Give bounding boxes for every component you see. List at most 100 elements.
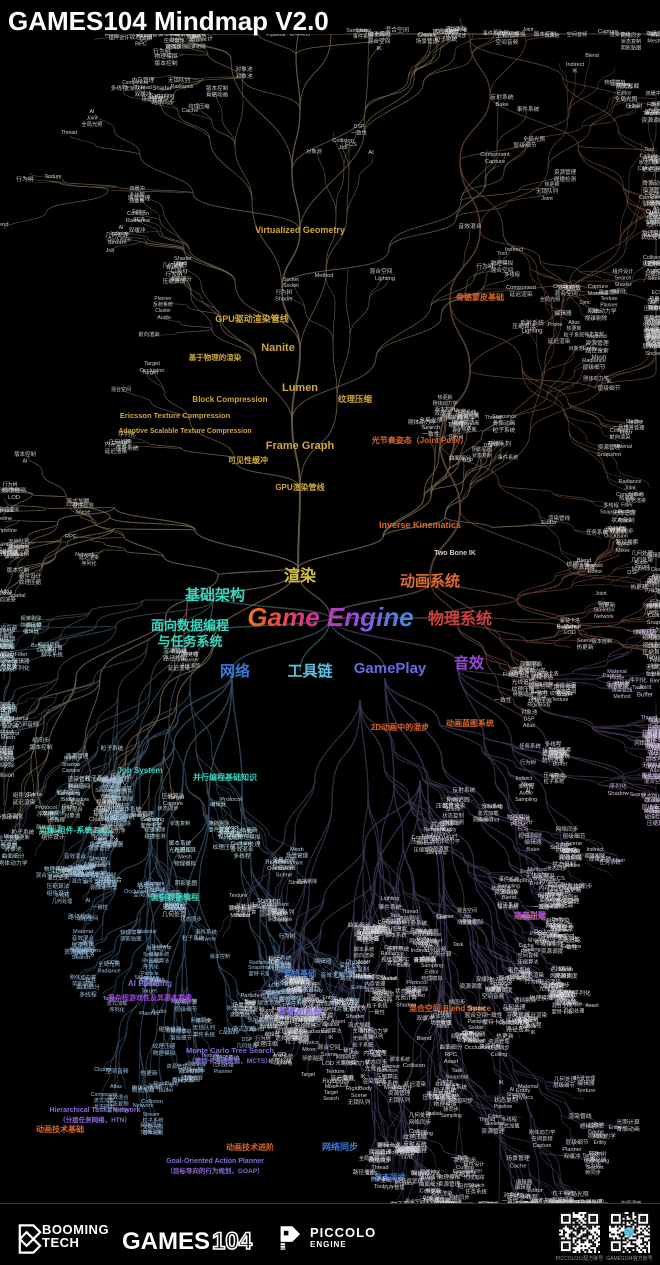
svg-text:Component: Component [639, 195, 660, 201]
svg-text:Inverse Kinematics: Inverse Kinematics [379, 520, 461, 530]
svg-text:场景管理Cache: 场景管理 Cache [506, 1154, 530, 1169]
svg-text:Entity: Entity [609, 1125, 622, 1131]
svg-text:遮挡剔除: 遮挡剔除 [580, 1122, 603, 1130]
svg-text:层级细节: 层级细节 [513, 141, 536, 149]
svg-text:Filter编辑器序列化: Filter 编辑器序列化 [12, 652, 30, 672]
svg-text:版本控制: 版本控制 [7, 566, 30, 574]
svg-text:Thread: Thread [402, 909, 418, 915]
svg-text:场景管理: 场景管理 [575, 1075, 595, 1082]
svg-text:帧同步: 帧同步 [486, 986, 502, 994]
svg-text:Pipeline: Pipeline [494, 1104, 513, 1110]
svg-text:Stream: Stream [289, 880, 308, 886]
svg-text:编辑器Bake: 编辑器 Bake [524, 838, 542, 853]
svg-text:骨骼动画: 骨骼动画 [642, 155, 660, 163]
svg-text:物理模拟: 物理模拟 [44, 865, 67, 873]
svg-text:（目标导向的行为规划，GOAP）: （目标导向的行为规划，GOAP） [166, 1166, 263, 1175]
svg-text:全局光照: 全局光照 [523, 135, 546, 143]
svg-text:一致性: 一致性 [494, 696, 512, 704]
svg-text:遮挡剔除: 遮挡剔除 [514, 996, 537, 1004]
svg-text:Pipeline: Pipeline [0, 516, 12, 522]
svg-text:Radiance: Radiance [557, 624, 583, 630]
svg-text:延迟渲染: 延迟渲染 [168, 664, 191, 672]
svg-text:SyncMixer: Sync Mixer [616, 541, 630, 554]
svg-text:无锁队列: 无锁队列 [487, 440, 511, 448]
svg-text:版本控制: 版本控制 [642, 773, 660, 780]
svg-text:流式加载: 流式加载 [348, 1021, 371, 1029]
svg-text:CollisionRadiance: Collision Radiance [126, 211, 151, 224]
svg-text:Blend: Blend [0, 222, 9, 228]
svg-text:帧同步: 帧同步 [302, 996, 319, 1004]
svg-text:Blend: Blend [650, 805, 660, 811]
svg-text:状态同步: 状态同步 [610, 527, 634, 535]
svg-text:反射系统: 反射系统 [646, 670, 660, 677]
svg-text:资源管理Snapshot: 资源管理 Snapshot [597, 443, 621, 458]
svg-text:碰撞检测: 碰撞检测 [562, 882, 585, 890]
svg-text:渲染管线: 渲染管线 [362, 1077, 386, 1085]
svg-text:动画技术进阶: 动画技术进阶 [226, 1142, 274, 1152]
svg-text:纹理压缩: 纹理压缩 [338, 394, 373, 404]
svg-text:Hierarchical Tasks Network: Hierarchical Tasks Network [50, 1107, 141, 1114]
svg-text:AI Planning: AI Planning [128, 979, 172, 988]
svg-text:Capture: Capture [453, 1169, 474, 1175]
svg-text:Particle: Particle [602, 673, 621, 679]
svg-text:压缩算法: 压缩算法 [423, 1093, 446, 1101]
svg-text:Asset: Asset [585, 1003, 599, 1009]
svg-text:Collision: Collision [141, 1099, 163, 1105]
svg-text:Mesh: Mesh [651, 33, 660, 39]
svg-text:无锁队列Joint: 无锁队列 Joint [536, 187, 559, 202]
svg-text:视锥剔除: 视锥剔除 [518, 832, 542, 840]
svg-text:资源调度: 资源调度 [281, 987, 303, 995]
svg-text:Filter: Filter [647, 102, 659, 108]
svg-text:Joint: Joint [595, 591, 607, 597]
svg-text:层级细节Particle: 层级细节 Particle [518, 1017, 538, 1030]
svg-text:Audio: Audio [151, 1009, 167, 1015]
svg-text:DSP: DSP [269, 957, 281, 963]
svg-text:面向数据编程: 面向数据编程 [151, 892, 199, 902]
svg-text:光节奏姿态（Joint Pose）: 光节奏姿态（Joint Pose） [371, 435, 468, 445]
svg-text:Block Compression: Block Compression [192, 395, 267, 404]
svg-text:粒子系统: 粒子系统 [101, 744, 124, 752]
svg-text:TargetOcclusion: Target Occlusion [140, 361, 165, 374]
svg-text:复杂程游戏性及其基本要素: 复杂程游戏性及其基本要素 [107, 993, 192, 1002]
svg-text:Cache: Cache [562, 849, 577, 855]
svg-text:Component延迟渲染: Component 延迟渲染 [506, 285, 536, 298]
svg-text:Frame Graph: Frame Graph [266, 440, 335, 452]
svg-text:混合空间: 混合空间 [36, 871, 59, 879]
svg-text:曲面细分RPCAsset: 曲面细分 RPC Asset [439, 1043, 462, 1065]
svg-text:事件系统: 事件系统 [498, 454, 518, 461]
svg-text:刚体动力学: 刚体动力学 [434, 837, 460, 845]
svg-text:IndirectIK: Indirect IK [566, 62, 585, 75]
svg-text:Texture: Texture [229, 893, 247, 899]
svg-text:Blend: Blend [416, 1036, 431, 1042]
svg-text:粒子系统: 粒子系统 [182, 934, 205, 942]
svg-text:压缩算法粒子系统: 压缩算法粒子系统 [544, 772, 564, 785]
svg-text:前向渲染: 前向渲染 [138, 330, 160, 338]
svg-text:2D动画中的混步: 2D动画中的混步 [371, 722, 429, 732]
svg-text:资源管理无锁队列: 资源管理无锁队列 [388, 1089, 411, 1104]
svg-text:AI: AI [285, 1059, 291, 1065]
svg-text:可见性缓冲: 可见性缓冲 [228, 455, 268, 465]
svg-text:Sync: Sync [579, 300, 591, 306]
svg-text:内存管理延迟渲染: 内存管理延迟渲染 [105, 440, 128, 455]
svg-text:Network: Network [423, 827, 444, 833]
svg-text:刚体动力学: 刚体动力学 [409, 937, 437, 945]
svg-text:Thread: Thread [479, 1117, 496, 1123]
svg-text:Occlusion: Occlusion [534, 929, 557, 935]
svg-text:音效混合多线程: 音效混合多线程 [230, 845, 253, 860]
svg-text:物理模拟: 物理模拟 [0, 506, 19, 513]
svg-text:Entity: Entity [583, 346, 598, 352]
svg-text:一致性: 一致性 [651, 588, 660, 596]
svg-text:GPU驱动渲染管线: GPU驱动渲染管线 [215, 313, 289, 324]
svg-text:状态同步: 状态同步 [180, 915, 202, 923]
svg-text:遮挡剔除: 遮挡剔除 [0, 761, 15, 769]
svg-text:Goal-Oriented Action Planner: Goal-Oriented Action Planner [166, 1158, 264, 1165]
svg-text:行为树Shader: 行为树 Shader [275, 288, 293, 303]
svg-text:骨骼蒙皮基础: 骨骼蒙皮基础 [456, 292, 504, 302]
svg-text:CollisionSnapshot: CollisionSnapshot [647, 613, 660, 626]
svg-text:场景管理: 场景管理 [128, 194, 151, 202]
svg-text:Network: Network [75, 552, 95, 558]
svg-text:刚体动力学: 刚体动力学 [583, 375, 608, 382]
